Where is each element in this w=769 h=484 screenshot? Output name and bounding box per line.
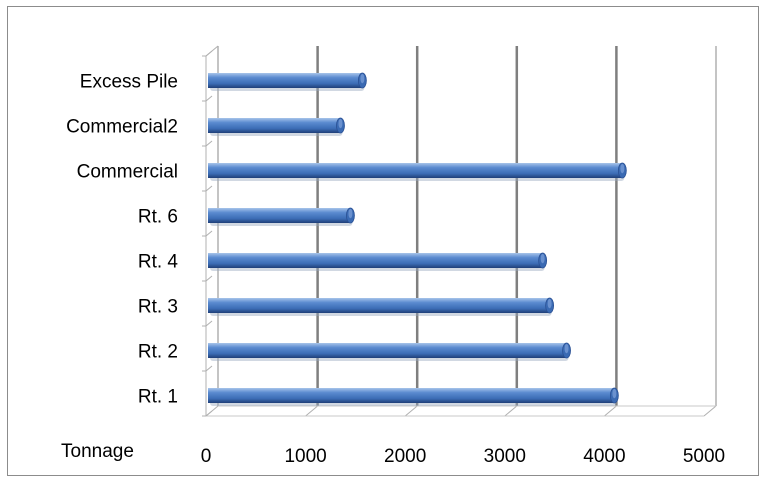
- bar: [208, 297, 555, 316]
- bar-cap-highlight: [564, 343, 569, 354]
- x-tick-label: 0: [201, 446, 212, 467]
- floor-depth-line: [504, 405, 518, 417]
- category-label: Rt. 4: [138, 252, 179, 273]
- bar-body: [208, 118, 341, 133]
- bar-cap-highlight: [620, 163, 625, 174]
- category-label: Rt. 1: [138, 387, 178, 408]
- category-label: Excess Pile: [80, 72, 178, 93]
- bar: [208, 342, 571, 361]
- category-depth-tick: [205, 185, 213, 192]
- floor-depth-line: [604, 405, 617, 417]
- bar-cap-highlight: [612, 388, 617, 399]
- x-tick-label: 2000: [384, 446, 426, 467]
- bar-cap-highlight: [348, 208, 353, 219]
- category-depth-tick: [205, 140, 213, 147]
- bar-body: [208, 253, 543, 268]
- category-label: Commercial2: [66, 117, 178, 138]
- x-tick-label: 3000: [484, 446, 526, 467]
- category-depth-tick: [205, 275, 213, 282]
- category-depth-tick: [205, 410, 213, 417]
- x-tick-label: 5000: [683, 446, 725, 467]
- x-tick-label: 4000: [583, 446, 625, 467]
- category-depth-tick: [205, 95, 213, 102]
- category-label: Rt. 6: [138, 207, 178, 228]
- bar-body: [208, 73, 363, 88]
- bar-cap-highlight: [360, 73, 365, 84]
- bar-body: [208, 163, 623, 178]
- bar: [208, 117, 345, 136]
- floor-depth-line: [305, 405, 318, 417]
- bar: [208, 252, 548, 271]
- x-axis-title: Tonnage: [61, 441, 134, 462]
- category-depth-tick: [205, 320, 213, 327]
- floor-depth-line: [404, 405, 418, 417]
- bars: [208, 72, 627, 406]
- category-depth-tick: [205, 50, 213, 57]
- bar: [208, 207, 355, 226]
- x-tick-label: 1000: [284, 446, 326, 467]
- bar: [208, 387, 619, 406]
- bar: [208, 72, 367, 91]
- bar-body: [208, 298, 550, 313]
- category-label: Rt. 2: [138, 342, 178, 363]
- bar-cap-highlight: [540, 253, 545, 264]
- category-depth-tick: [205, 230, 213, 237]
- bar-body: [208, 388, 615, 403]
- bar-cap-highlight: [547, 298, 552, 309]
- floor-depth-line: [703, 405, 717, 417]
- bar-body: [208, 208, 351, 223]
- labels: Rt. 1 Rt. 2 Rt. 3 Rt. 4 Rt. 6 Commercial Comme…: [61, 72, 725, 468]
- bar: [208, 162, 627, 181]
- category-depth-tick: [205, 365, 213, 372]
- category-label: Rt. 3: [138, 297, 178, 318]
- bar-body: [208, 343, 567, 358]
- bar-cap-highlight: [338, 118, 343, 129]
- category-label: Commercial: [77, 162, 178, 183]
